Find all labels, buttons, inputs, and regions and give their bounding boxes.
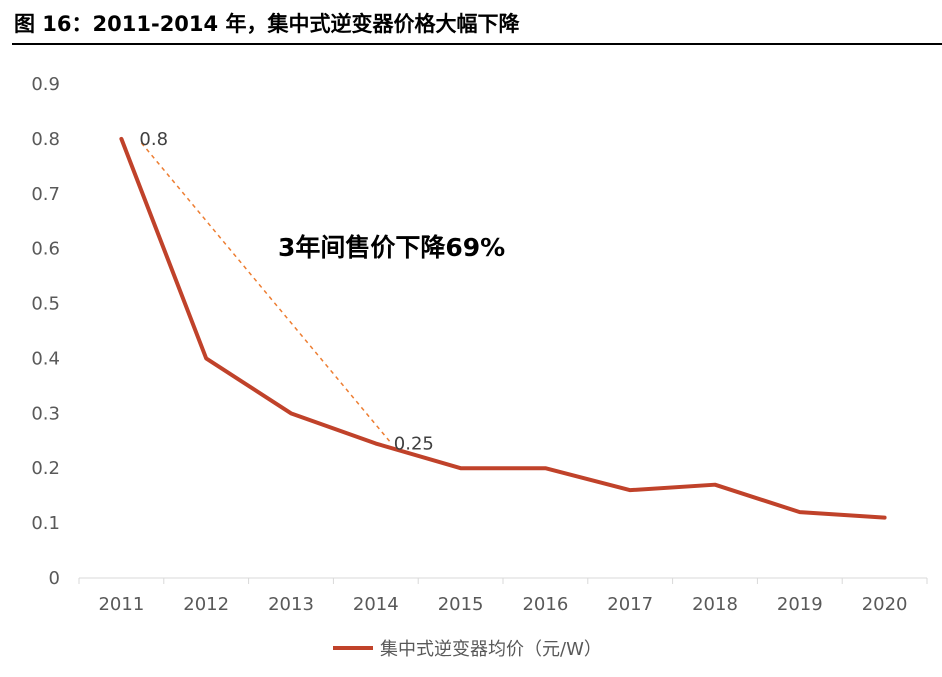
x-tick-label: 2017 (607, 594, 653, 615)
y-tick-label: 0.8 (31, 129, 60, 150)
y-tick-label: 0.3 (31, 403, 60, 424)
x-tick-label: 2018 (692, 594, 738, 615)
x-tick-label: 2020 (862, 594, 908, 615)
x-tick-label: 2015 (438, 594, 484, 615)
x-tick-label: 2013 (268, 594, 314, 615)
y-tick-label: 0.1 (31, 513, 60, 534)
x-tick-label: 2012 (183, 594, 229, 615)
x-axis-tick-marks (78, 578, 928, 584)
y-tick-label: 0 (49, 568, 60, 589)
x-axis-tick-labels: 2011 2012 2013 2014 2015 2016 2017 2018 2019 2020 (98, 594, 907, 615)
x-tick-label: 2014 (353, 594, 399, 615)
legend: 集中式逆变器均价（元/W） (333, 639, 602, 660)
data-label: 0.25 (394, 434, 434, 455)
figure-title: 图 16：2011-2014 年，集中式逆变器价格大幅下降 (14, 12, 520, 36)
y-tick-label: 0.7 (31, 184, 60, 205)
y-tick-label: 0.4 (31, 348, 60, 369)
y-axis-tick-labels: 0 0.1 0.2 0.3 0.4 0.5 0.6 0.7 0.8 0.9 (31, 74, 60, 589)
y-tick-label: 0.9 (31, 74, 60, 95)
y-tick-label: 0.5 (31, 294, 60, 315)
title-divider (12, 43, 942, 45)
decline-annotation-text: 3年间售价下降69% (278, 233, 505, 262)
decline-annotation-line (140, 142, 391, 443)
x-tick-label: 2019 (777, 594, 823, 615)
x-tick-label: 2016 (522, 594, 568, 615)
data-labels: 0.8 0.25 (139, 129, 433, 455)
y-tick-label: 0.2 (31, 458, 60, 479)
data-label: 0.8 (139, 129, 168, 150)
legend-label: 集中式逆变器均价（元/W） (380, 639, 602, 660)
series-line-average-price (119, 136, 887, 520)
y-tick-label: 0.6 (31, 239, 60, 260)
x-tick-label: 2011 (98, 594, 144, 615)
